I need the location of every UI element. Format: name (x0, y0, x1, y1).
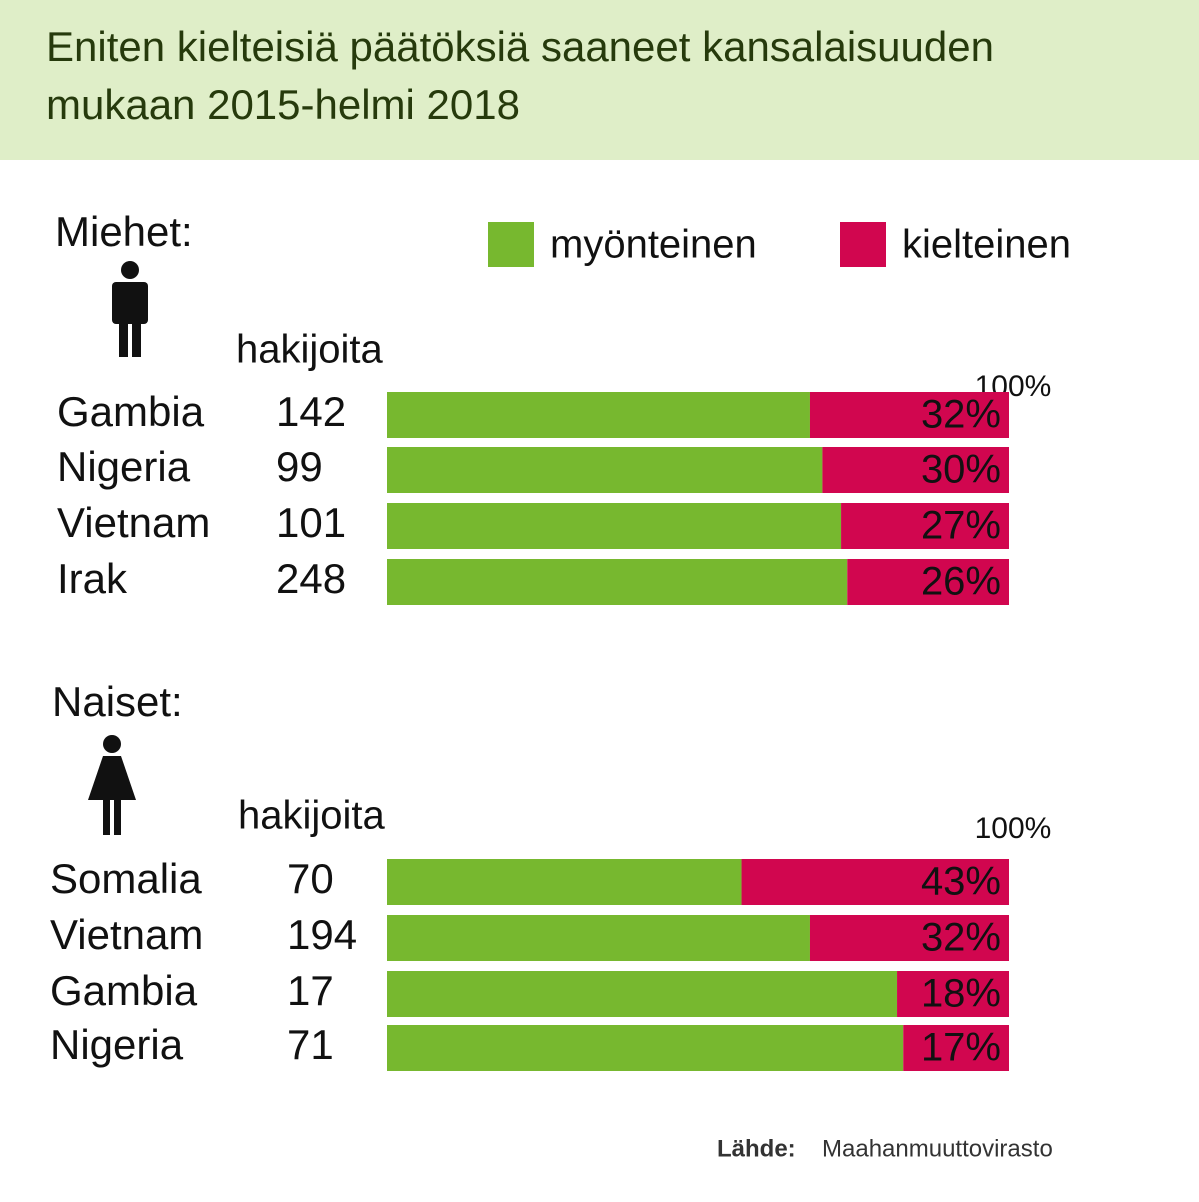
value-label: 43% (921, 860, 1001, 904)
count-label: 248 (276, 555, 346, 602)
man-icon (112, 261, 148, 357)
source-text: Maahanmuuttovirasto (822, 1135, 1053, 1162)
bar-segment (897, 971, 1009, 1017)
value-label: 17% (921, 1026, 1001, 1070)
category-label: Nigeria (57, 443, 191, 490)
source-label: Lähde: (717, 1135, 796, 1162)
bar-segment (741, 859, 1009, 905)
bar-segment (387, 971, 898, 1017)
count-header: hakijoita (236, 328, 384, 372)
value-label: 18% (921, 972, 1001, 1016)
header (0, 0, 1199, 160)
bar-segment (387, 559, 848, 605)
panel-label: Naiset: (52, 678, 183, 725)
value-label: 26% (921, 560, 1001, 604)
count-label: 71 (287, 1021, 334, 1068)
category-label: Gambia (50, 967, 198, 1014)
bar-segment (387, 1025, 904, 1071)
legend-swatch (488, 222, 534, 267)
count-label: 17 (287, 967, 334, 1014)
category-label: Irak (57, 555, 128, 602)
bar-segment (809, 392, 1009, 438)
category-label: Vietnam (57, 499, 210, 546)
x-tick-label: 100% (975, 812, 1052, 845)
bar-segment (822, 447, 1009, 493)
count-label: 70 (287, 855, 334, 902)
value-label: 32% (921, 916, 1001, 960)
title-line: mukaan 2015-helmi 2018 (46, 81, 520, 128)
bar-segment (387, 915, 810, 961)
bar-segment (809, 915, 1009, 961)
count-label: 99 (276, 443, 323, 490)
category-label: Gambia (57, 388, 205, 435)
bar-segment (387, 447, 823, 493)
count-label: 101 (276, 499, 346, 546)
bar-segment (903, 1025, 1009, 1071)
bar-segment (387, 392, 810, 438)
bar-segment (841, 503, 1009, 549)
value-label: 30% (921, 448, 1001, 492)
bar-segment (387, 503, 842, 549)
woman-icon (88, 735, 136, 835)
category-label: Somalia (50, 855, 202, 902)
category-label: Vietnam (50, 911, 203, 958)
title-line: Eniten kielteisiä päätöksiä saaneet kans… (46, 23, 994, 70)
count-label: 194 (287, 911, 357, 958)
count-header: hakijoita (238, 794, 386, 838)
legend-swatch (840, 222, 886, 267)
value-label: 27% (921, 504, 1001, 548)
bar-segment (847, 559, 1009, 605)
value-label: 32% (921, 393, 1001, 437)
category-label: Nigeria (50, 1021, 184, 1068)
legend-label: myönteinen (550, 223, 757, 267)
bar-segment (387, 859, 742, 905)
legend-label: kielteinen (902, 223, 1071, 267)
panel-label: Miehet: (55, 208, 193, 255)
count-label: 142 (276, 388, 346, 435)
